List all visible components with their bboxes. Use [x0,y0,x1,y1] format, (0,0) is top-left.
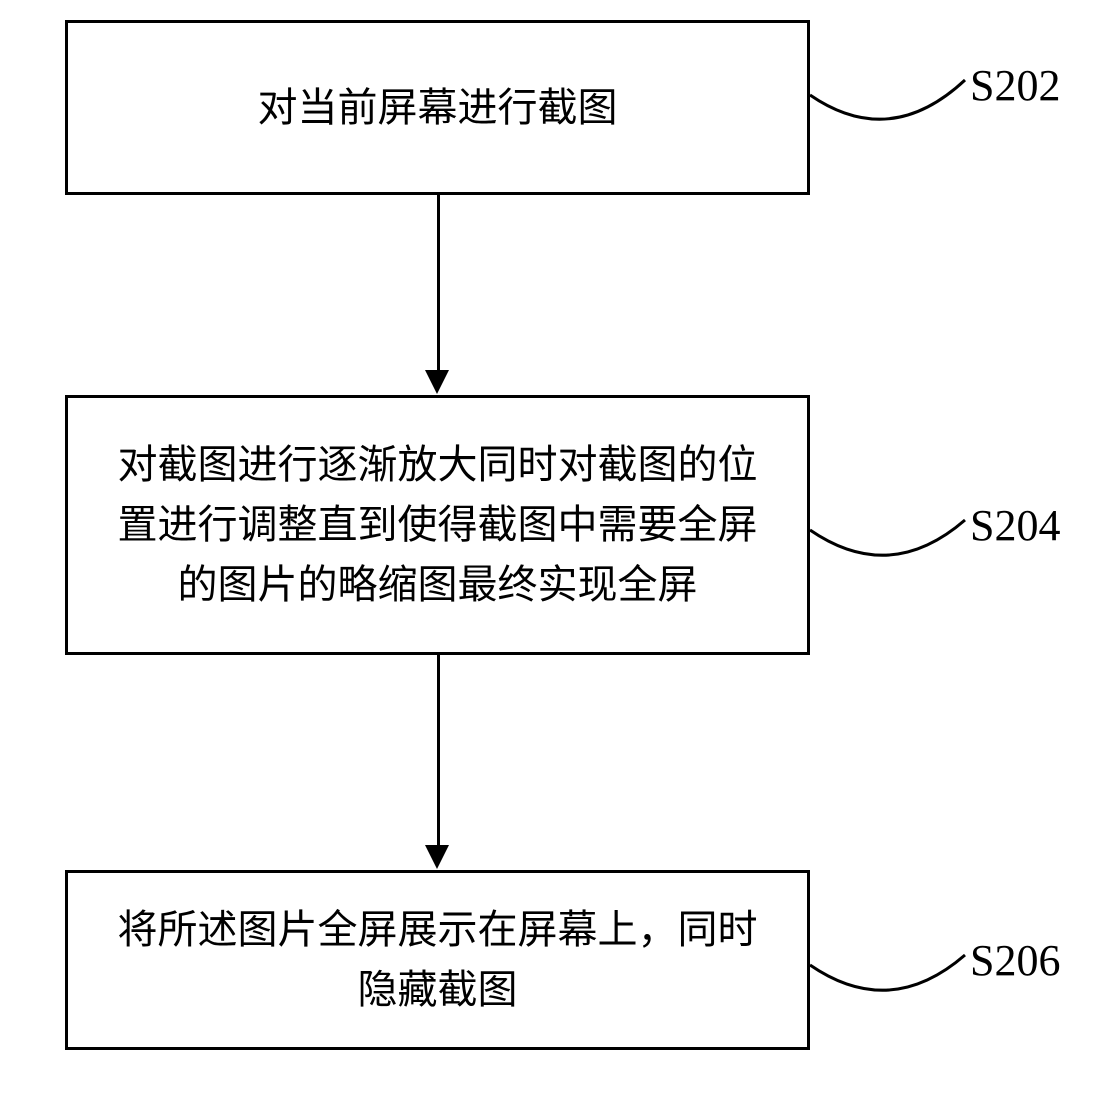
node-1-label: S202 [970,60,1060,111]
arrow-line-1 [437,195,440,373]
node-2-text: 对截图进行逐渐放大同时对截图的位置进行调整直到使得截图中需要全屏的图片的略缩图最… [98,435,777,615]
flowchart-container: 对当前屏幕进行截图 S202 对截图进行逐渐放大同时对截图的位置进行调整直到使得… [0,0,1110,1102]
arrow-line-2 [437,655,440,850]
flowchart-node-2: 对截图进行逐渐放大同时对截图的位置进行调整直到使得截图中需要全屏的图片的略缩图最… [65,395,810,655]
node-3-text: 将所述图片全屏展示在屏幕上，同时隐藏截图 [98,900,777,1020]
flowchart-node-3: 将所述图片全屏展示在屏幕上，同时隐藏截图 [65,870,810,1050]
node-2-label: S204 [970,500,1060,551]
node-3-label: S206 [970,935,1060,986]
arrow-head-2 [425,845,449,869]
arrow-head-1 [425,370,449,394]
flowchart-node-1: 对当前屏幕进行截图 [65,20,810,195]
node-1-text: 对当前屏幕进行截图 [258,78,618,138]
